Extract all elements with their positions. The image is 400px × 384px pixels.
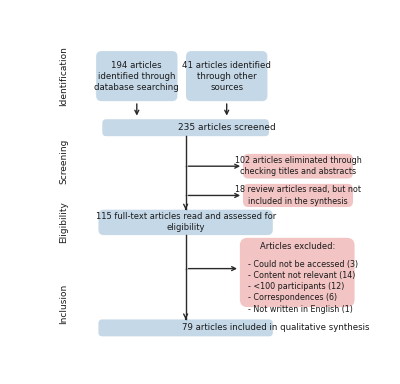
Text: 194 articles
identified through
database searching: 194 articles identified through database…	[94, 61, 179, 92]
FancyBboxPatch shape	[98, 319, 273, 336]
Text: 115 full-text articles read and assessed for
eligibility: 115 full-text articles read and assessed…	[96, 212, 276, 232]
FancyBboxPatch shape	[243, 184, 353, 207]
Text: Identification: Identification	[60, 46, 68, 106]
Text: Inclusion: Inclusion	[60, 284, 68, 324]
Text: Eligibility: Eligibility	[60, 202, 68, 243]
FancyBboxPatch shape	[98, 210, 273, 235]
Text: 41 articles identified
through other
sources: 41 articles identified through other sou…	[182, 61, 271, 92]
FancyBboxPatch shape	[96, 51, 178, 101]
FancyBboxPatch shape	[102, 119, 269, 136]
FancyBboxPatch shape	[186, 51, 267, 101]
FancyBboxPatch shape	[243, 154, 353, 179]
Text: 235 articles screened: 235 articles screened	[178, 123, 276, 132]
FancyBboxPatch shape	[240, 238, 354, 307]
Text: Screening: Screening	[60, 139, 68, 184]
Text: 18 review articles read, but not
included in the synthesis: 18 review articles read, but not include…	[235, 185, 361, 205]
Text: Articles excluded:: Articles excluded:	[260, 242, 335, 251]
Text: - Could not be accessed (3)
- Content not relevant (14)
- <100 participants (12): - Could not be accessed (3) - Content no…	[248, 260, 358, 314]
Text: 79 articles included in qualitative synthesis: 79 articles included in qualitative synt…	[182, 323, 369, 333]
Text: 102 articles eliminated through
checking titles and abstracts: 102 articles eliminated through checking…	[235, 156, 361, 176]
